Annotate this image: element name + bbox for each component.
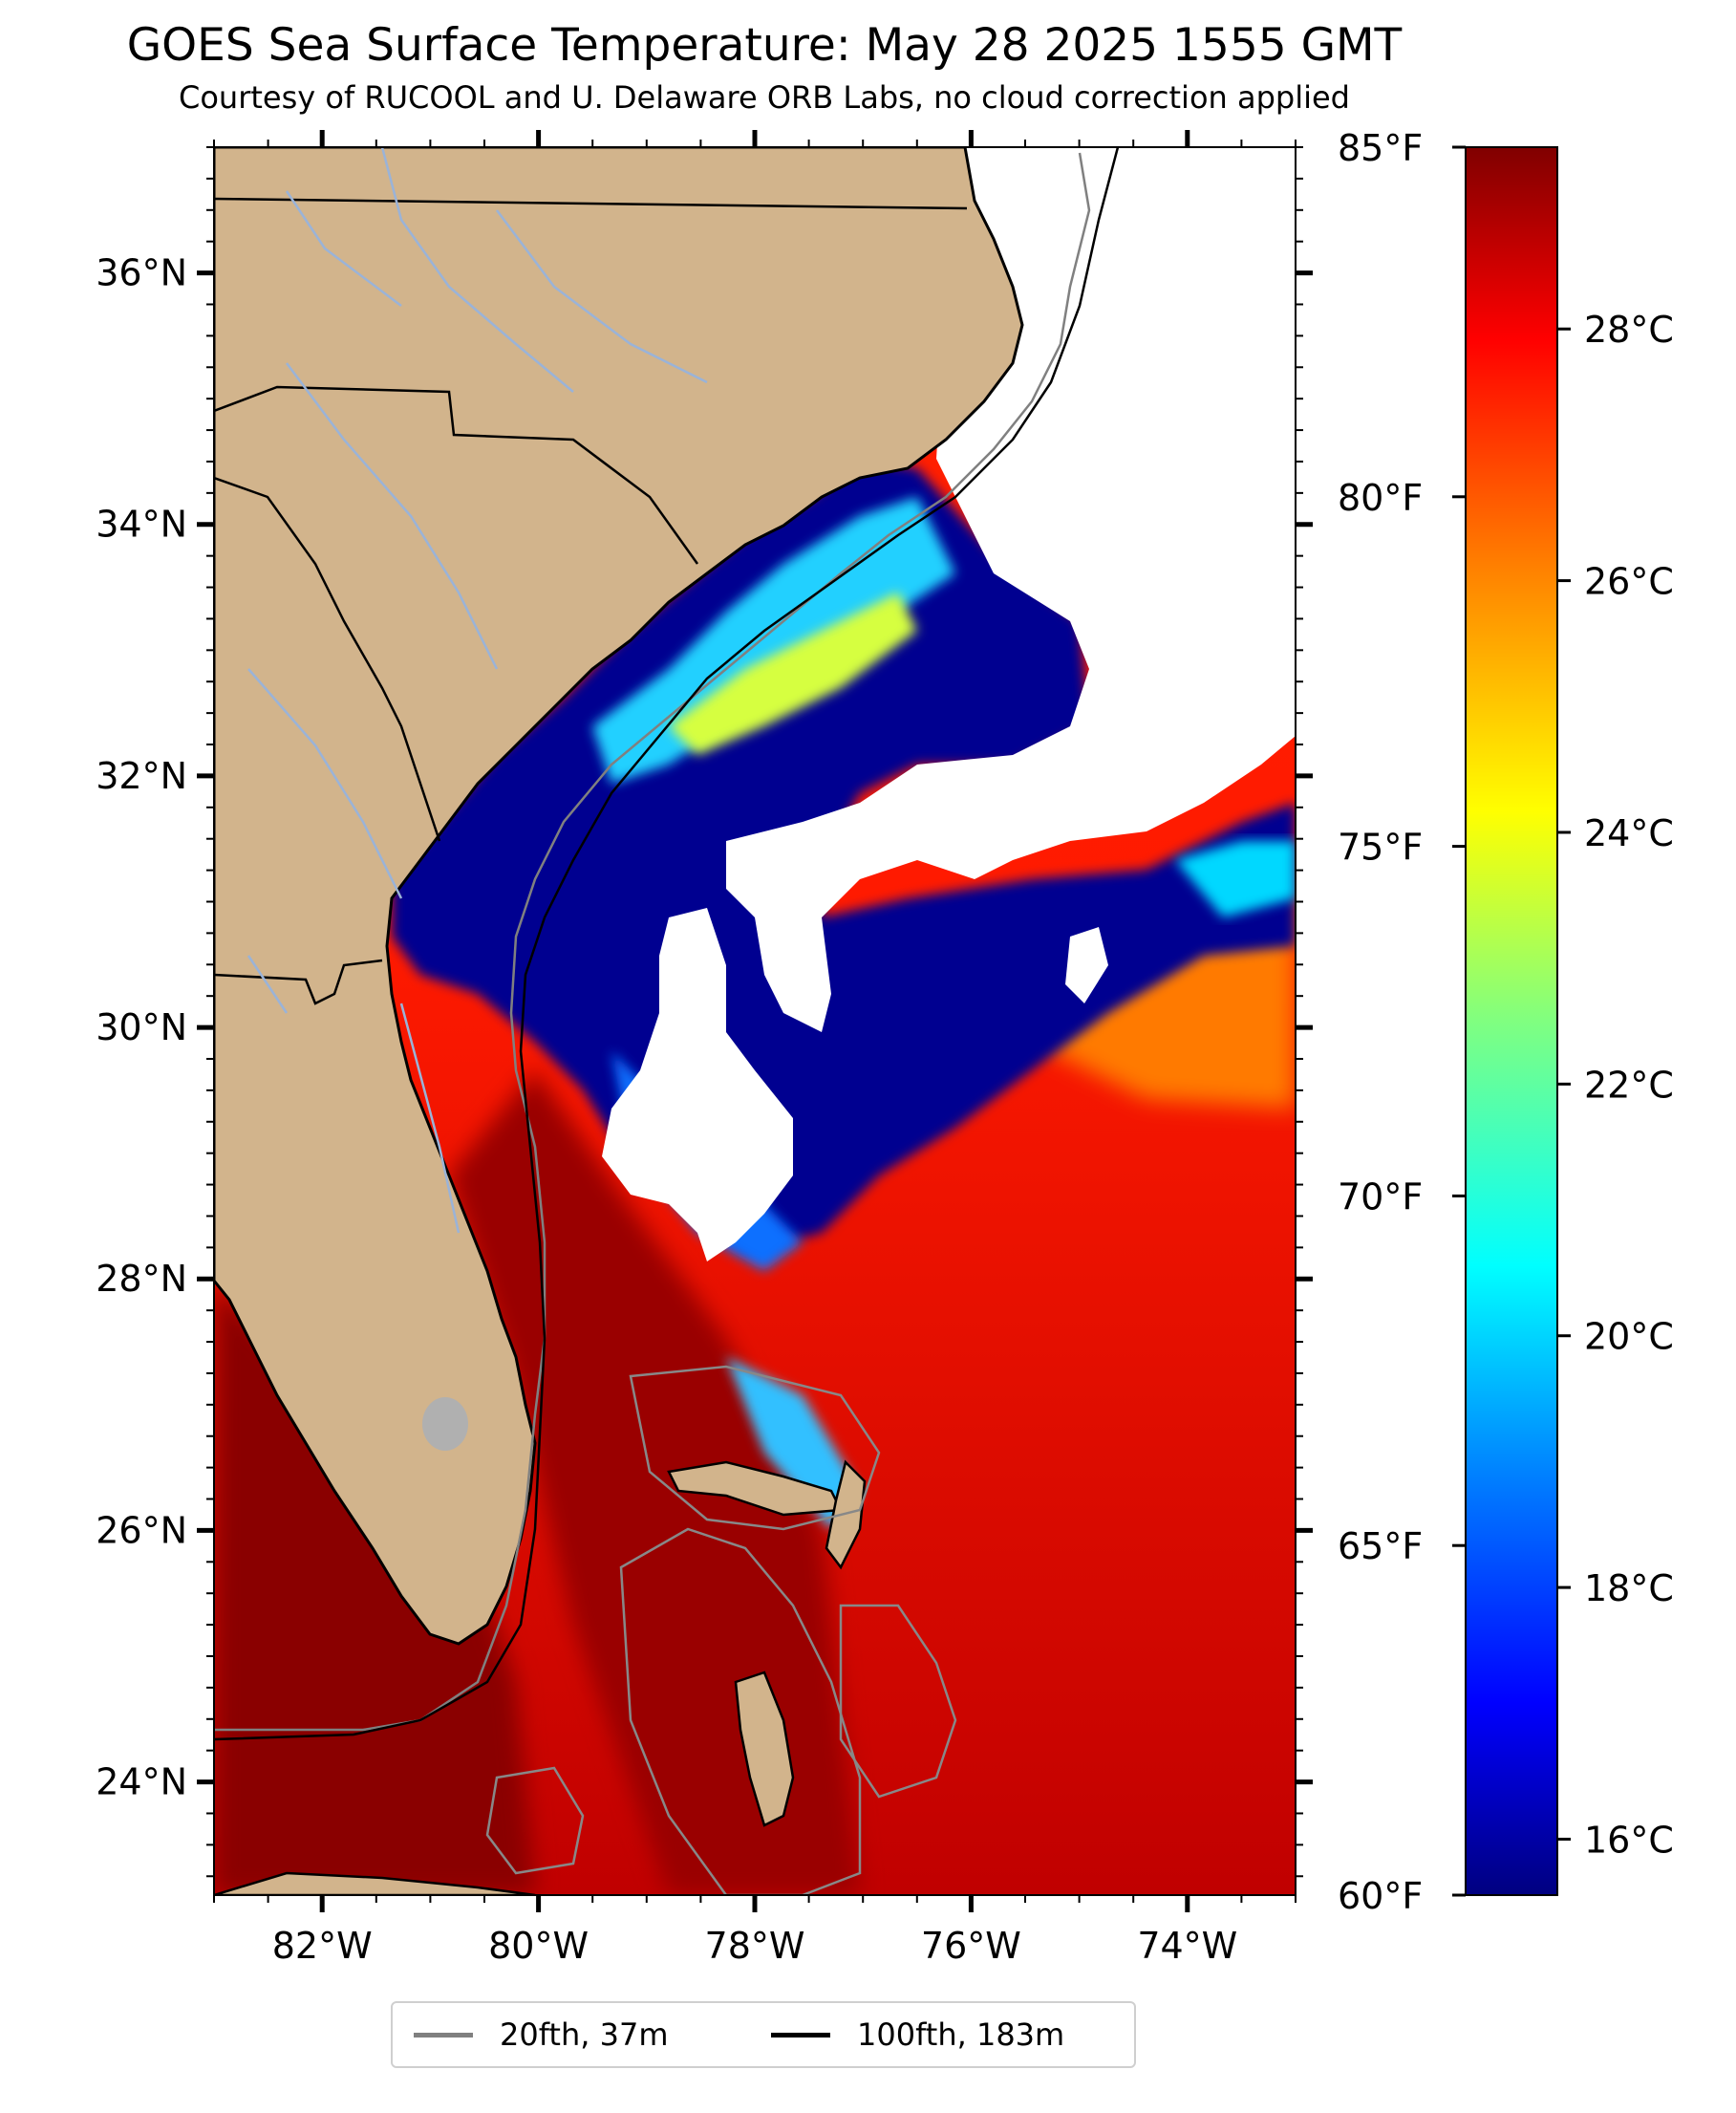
colorbar-f-label: 75°F	[1338, 827, 1423, 869]
bank-cay-sal	[485, 1766, 585, 1875]
lon-tick-label: 82°W	[272, 1925, 373, 1967]
river-network	[246, 147, 708, 1234]
cool-water-northeast	[1175, 841, 1296, 917]
lat-tick-label: 26°N	[96, 1509, 187, 1551]
cloud-mask-small	[1065, 927, 1108, 1003]
colorbar-c-label: 16°C	[1584, 1819, 1674, 1861]
lon-tick-label: 78°W	[705, 1925, 805, 1967]
colorbar-c-label: 28°C	[1584, 309, 1674, 351]
legend-label-100fth: 100fth, 183m	[857, 2016, 1065, 2053]
state-border-nc-sc	[214, 385, 699, 565]
land-us-southeast	[214, 147, 1024, 1646]
bank-great-bahama	[619, 1527, 862, 1895]
lake-okeechobee	[422, 1397, 468, 1451]
map-axes: 36°N 34°N 32°N 30°N 28°N 26°N 24°N 82°W 80°W 78°W…	[96, 130, 1313, 1967]
bank-little-bahama	[629, 1365, 881, 1531]
cool-water-band	[592, 497, 955, 784]
colorbar-c-label: 24°C	[1584, 812, 1674, 854]
cold-shelf-water	[392, 459, 1296, 1252]
state-border-sc-ga	[214, 476, 441, 842]
cuba-coast	[214, 1871, 536, 1895]
cloud-mask-north	[726, 147, 1296, 1032]
lat-tick-label: 36°N	[96, 252, 187, 294]
lon-tick-label: 80°W	[488, 1925, 589, 1967]
lat-tick-label: 24°N	[96, 1761, 187, 1803]
colorbar-f-label: 60°F	[1338, 1875, 1423, 1917]
colorbar-c-label: 18°C	[1584, 1567, 1674, 1609]
colorbar-f-label: 65°F	[1338, 1525, 1423, 1567]
isobath-20fth	[214, 152, 1091, 1732]
map-area	[214, 147, 1296, 1895]
colorbar-f-label: 70°F	[1338, 1175, 1423, 1218]
island-andros	[734, 1671, 795, 1827]
state-border-ga-fl	[214, 959, 383, 1005]
lat-tick-label: 30°N	[96, 1006, 187, 1048]
lon-tick-label: 74°W	[1137, 1925, 1237, 1967]
lat-tick-label: 32°N	[96, 755, 187, 797]
colorbar-f-label: 80°F	[1338, 477, 1423, 519]
legend: 20fth, 37m 100fth, 183m	[391, 2001, 1136, 2068]
colorbar-c-label: 22°C	[1584, 1064, 1674, 1106]
lat-tick-label: 34°N	[96, 504, 187, 546]
colorbar-f-label: 85°F	[1338, 127, 1423, 169]
state-border-va-nc	[214, 197, 968, 210]
cool-water-bahamas	[726, 1357, 860, 1529]
cloud-mask-central	[602, 908, 793, 1261]
gulf-stream-warm-water	[214, 1281, 535, 1895]
yellow-front	[669, 593, 917, 755]
bank-exumas	[839, 1604, 957, 1799]
map-title: GOES Sea Surface Temperature: May 28 202…	[126, 19, 1403, 72]
colorbar-gradient	[1465, 146, 1558, 1896]
legend-label-20fth: 20fth, 37m	[500, 2016, 669, 2053]
map-subtitle: Courtesy of RUCOOL and U. Delaware ORB L…	[179, 79, 1350, 116]
legend-line-black	[771, 2032, 830, 2038]
legend-line-gray	[414, 2032, 473, 2038]
lon-tick-label: 76°W	[921, 1925, 1021, 1967]
legend-item-100fth: 100fth, 183m	[771, 2003, 1064, 2066]
colorbar-c-label: 26°C	[1584, 561, 1674, 603]
legend-item-20fth: 20fth, 37m	[414, 2003, 668, 2066]
isobath-100fth	[214, 147, 1120, 1741]
colorbar-c-label: 20°C	[1584, 1316, 1674, 1358]
lat-tick-label: 28°N	[96, 1258, 187, 1300]
colorbar-axes: 85°F 80°F 75°F 70°F 65°F 60°F 28°C 26°C 24°C 22°C…	[1338, 127, 1674, 1917]
